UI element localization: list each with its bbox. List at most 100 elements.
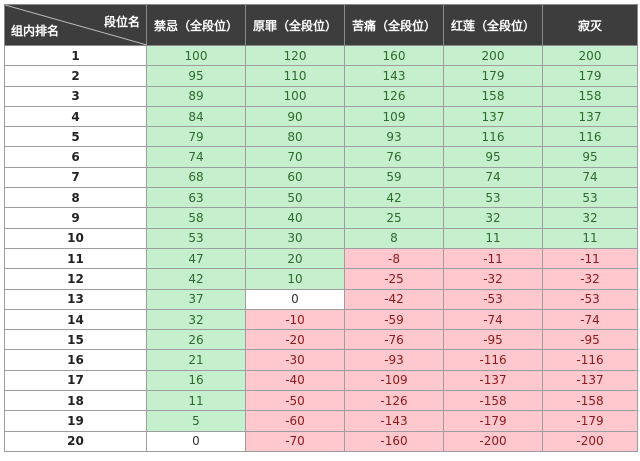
table-row: 5 79 80 93 116 116 <box>4 126 638 148</box>
rank-cell: 6 <box>4 146 147 168</box>
score-cell: -158 <box>443 390 543 412</box>
table-row: 6 74 70 76 95 95 <box>4 146 638 168</box>
score-cell: 32 <box>146 308 246 331</box>
rank-cell: 17 <box>4 369 147 392</box>
column-header: 红莲（全段位） <box>443 4 543 46</box>
score-cell: 53 <box>443 187 543 209</box>
rank-cell: 18 <box>4 390 147 412</box>
score-cell: -53 <box>542 288 638 310</box>
score-cell: 42 <box>344 187 444 209</box>
score-cell: 11 <box>146 390 246 412</box>
score-cell: -32 <box>542 268 638 290</box>
rank-cell: 15 <box>4 329 147 351</box>
score-cell: -50 <box>245 390 345 412</box>
table-row: 15 26 -20 -76 -95 -95 <box>4 329 638 351</box>
rank-cell: 14 <box>4 308 147 331</box>
score-cell: 0 <box>146 430 246 452</box>
score-cell: -116 <box>542 349 638 371</box>
corner-header: 组内排名 段位名 <box>4 4 147 46</box>
score-cell: -25 <box>344 268 444 290</box>
score-cell: 37 <box>146 288 246 310</box>
score-cell: 158 <box>443 85 543 107</box>
score-cell: -200 <box>443 430 543 452</box>
score-cell: 26 <box>146 329 246 351</box>
score-cell: -74 <box>443 308 543 331</box>
score-cell: -59 <box>344 308 444 331</box>
score-cell: -70 <box>245 430 345 452</box>
rank-cell: 2 <box>4 65 147 87</box>
table-row: 14 32 -10 -59 -74 -74 <box>4 308 638 331</box>
score-cell: 47 <box>146 247 246 270</box>
table-row: 3 89 100 126 158 158 <box>4 85 638 107</box>
table-row: 1 100 120 160 200 200 <box>4 44 638 67</box>
score-cell: -42 <box>344 288 444 310</box>
score-table: 组内排名 段位名 禁忌（全段位） 原罪（全段位） 苦痛（全段位） 红莲（全段位）… <box>4 4 638 452</box>
score-cell: 11 <box>443 227 543 249</box>
score-cell: 5 <box>146 410 246 432</box>
score-cell: 50 <box>245 187 345 209</box>
score-cell: 179 <box>542 65 638 87</box>
score-cell: 42 <box>146 268 246 290</box>
rank-cell: 10 <box>4 227 147 249</box>
score-cell: -53 <box>443 288 543 310</box>
score-cell: 74 <box>443 166 543 189</box>
score-cell: 21 <box>146 349 246 371</box>
score-cell: 16 <box>146 369 246 392</box>
score-cell: 70 <box>245 146 345 168</box>
rank-cell: 13 <box>4 288 147 310</box>
table-row: 9 58 40 25 32 32 <box>4 207 638 229</box>
score-cell: 58 <box>146 207 246 229</box>
column-header: 寂灭 <box>542 4 638 46</box>
rank-cell: 12 <box>4 268 147 290</box>
score-cell: 8 <box>344 227 444 249</box>
score-cell: -200 <box>542 430 638 452</box>
score-cell: 95 <box>542 146 638 168</box>
score-cell: 100 <box>146 44 246 67</box>
score-cell: 30 <box>245 227 345 249</box>
score-cell: 200 <box>443 44 543 67</box>
score-cell: 84 <box>146 105 246 128</box>
score-cell: -30 <box>245 349 345 371</box>
score-cell: -11 <box>542 247 638 270</box>
score-cell: 76 <box>344 146 444 168</box>
score-cell: 116 <box>542 126 638 148</box>
score-cell: 25 <box>344 207 444 229</box>
table-row: 8 63 50 42 53 53 <box>4 187 638 209</box>
score-cell: 80 <box>245 126 345 148</box>
score-cell: -32 <box>443 268 543 290</box>
score-cell: 32 <box>542 207 638 229</box>
score-cell: 60 <box>245 166 345 189</box>
score-cell: 63 <box>146 187 246 209</box>
table-row: 13 37 0 -42 -53 -53 <box>4 288 638 310</box>
score-cell: -179 <box>542 410 638 432</box>
score-cell: 137 <box>443 105 543 128</box>
score-cell: -160 <box>344 430 444 452</box>
rank-cell: 9 <box>4 207 147 229</box>
table-row: 16 21 -30 -93 -116 -116 <box>4 349 638 371</box>
corner-col-label: 段位名 <box>103 15 140 29</box>
table-row: 17 16 -40 -109 -137 -137 <box>4 369 638 392</box>
header-row: 组内排名 段位名 禁忌（全段位） 原罪（全段位） 苦痛（全段位） 红莲（全段位）… <box>4 4 638 46</box>
score-cell: 160 <box>344 44 444 67</box>
score-cell: -116 <box>443 349 543 371</box>
column-header: 禁忌（全段位） <box>146 4 246 46</box>
score-cell: -20 <box>245 329 345 351</box>
table-row: 20 0 -70 -160 -200 -200 <box>4 430 638 452</box>
score-cell: 126 <box>344 85 444 107</box>
score-cell: 100 <box>245 85 345 107</box>
score-cell: -11 <box>443 247 543 270</box>
score-cell: -10 <box>245 308 345 331</box>
score-cell: 40 <box>245 207 345 229</box>
score-cell: -40 <box>245 369 345 392</box>
score-cell: -137 <box>542 369 638 392</box>
score-cell: 11 <box>542 227 638 249</box>
corner-row-label: 组内排名 <box>11 24 60 38</box>
score-cell: 32 <box>443 207 543 229</box>
score-cell: -60 <box>245 410 345 432</box>
score-cell: 120 <box>245 44 345 67</box>
rank-cell: 5 <box>4 126 147 148</box>
table-row: 10 53 30 8 11 11 <box>4 227 638 249</box>
score-cell: 0 <box>245 288 345 310</box>
score-cell: -179 <box>443 410 543 432</box>
table-row: 11 47 20 -8 -11 -11 <box>4 247 638 270</box>
